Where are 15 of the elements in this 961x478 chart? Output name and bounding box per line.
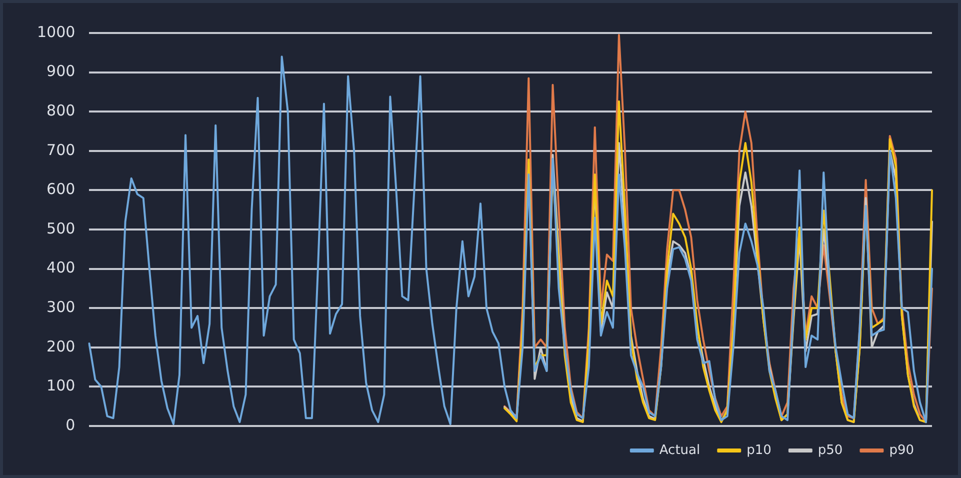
y-tick-label: 900 (46, 62, 76, 80)
y-tick-label: 300 (46, 298, 76, 316)
legend-label: p90 (889, 442, 914, 458)
y-tick-label: 800 (46, 101, 76, 120)
y-tick-label: 600 (46, 180, 76, 198)
y-tick-label: 500 (46, 219, 76, 238)
y-tick-label: 200 (46, 337, 76, 356)
legend-label: Actual (659, 442, 700, 458)
y-tick-label: 100 (46, 376, 76, 395)
y-tick-label: 1000 (36, 22, 76, 41)
y-tick-label: 0 (66, 416, 76, 434)
y-tick-label: 700 (46, 140, 76, 159)
legend-label: p50 (818, 442, 843, 458)
legend-label: p10 (746, 442, 772, 458)
y-tick-label: 400 (46, 258, 76, 277)
